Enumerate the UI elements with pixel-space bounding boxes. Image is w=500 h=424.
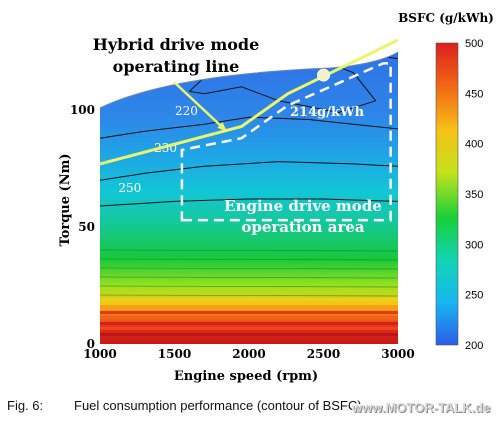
operating-line-annotation-line2: operating line [113, 57, 240, 76]
contour-line-minor [100, 258, 398, 261]
engine-drive-area-outline [180, 62, 392, 222]
contour-label: 250 [118, 181, 141, 195]
annotation-arrowhead [217, 122, 227, 132]
stripe-band [100, 327, 398, 330]
wot-boundary [99, 51, 399, 109]
contour-label: 215 [238, 62, 261, 76]
x-tick-label: 3000 [381, 347, 414, 361]
colorbar-tick-label: 250 [465, 290, 483, 302]
stripe-band [100, 305, 398, 308]
y-tick-label: 100 [70, 103, 95, 117]
stripe-band [100, 322, 398, 325]
contour-line-minor [100, 249, 398, 252]
colorbar-tick-label: 500 [465, 38, 483, 50]
colorbar-ticks: 200 250 300 350 400 450 500 [465, 38, 483, 352]
x-axis-label: Engine speed (rpm) [174, 369, 318, 384]
colorbar-title: BSFC (g/kWh) [398, 11, 494, 25]
colorbar-tick-label: 200 [465, 340, 483, 352]
colorbar-tick-label: 400 [465, 139, 483, 151]
y-tick-label: 0 [87, 337, 95, 351]
optimum-point [317, 68, 330, 82]
x-tick-label: 1500 [158, 347, 191, 361]
contour-line [100, 161, 398, 181]
x-tick-label: 2000 [232, 347, 265, 361]
x-tick-label: 2500 [307, 347, 340, 361]
caption-fig-number: Fig. 6: [7, 398, 44, 413]
region-label-line2: operation area [241, 218, 365, 236]
annotation-arrow [173, 81, 228, 133]
stripe-band [100, 311, 398, 314]
x-axis-ticks: 1000 1500 2000 2500 3000 [83, 347, 414, 361]
y-axis-ticks: 0 50 100 [70, 103, 95, 351]
region-label-line1: Engine drive mode [224, 197, 382, 215]
contour-line-minor [100, 276, 398, 279]
operating-line-annotation-line1: Hybrid drive mode [93, 35, 260, 54]
caption-text: Fuel consumption performance (contour of… [74, 398, 362, 413]
contour-line [100, 198, 398, 207]
colorbar-tick-label: 300 [465, 239, 483, 251]
hybrid-operating-line [99, 38, 399, 166]
contour-label: 220 [175, 104, 198, 118]
colorbar [435, 42, 459, 346]
y-tick-label: 50 [78, 220, 95, 234]
y-axis-label: Torque (Nm) [58, 154, 73, 247]
stripe-band [100, 316, 398, 319]
colorbar-tick-label: 350 [465, 189, 483, 201]
contour-line [100, 116, 398, 139]
bsfc-field [100, 52, 398, 344]
stripe-band [100, 298, 398, 301]
low-load-stripes [100, 249, 398, 336]
contour-line-minor [100, 294, 398, 297]
watermark: www.MOTOR-TALK.de [352, 400, 491, 415]
stripe-band [100, 333, 398, 336]
colorbar-tick-label: 450 [465, 88, 483, 100]
x-tick-label: 1000 [83, 347, 116, 361]
optimum-label: 214g/kWh [290, 105, 365, 120]
contour-line-minor [100, 285, 398, 288]
contour-line-minor [100, 267, 398, 270]
